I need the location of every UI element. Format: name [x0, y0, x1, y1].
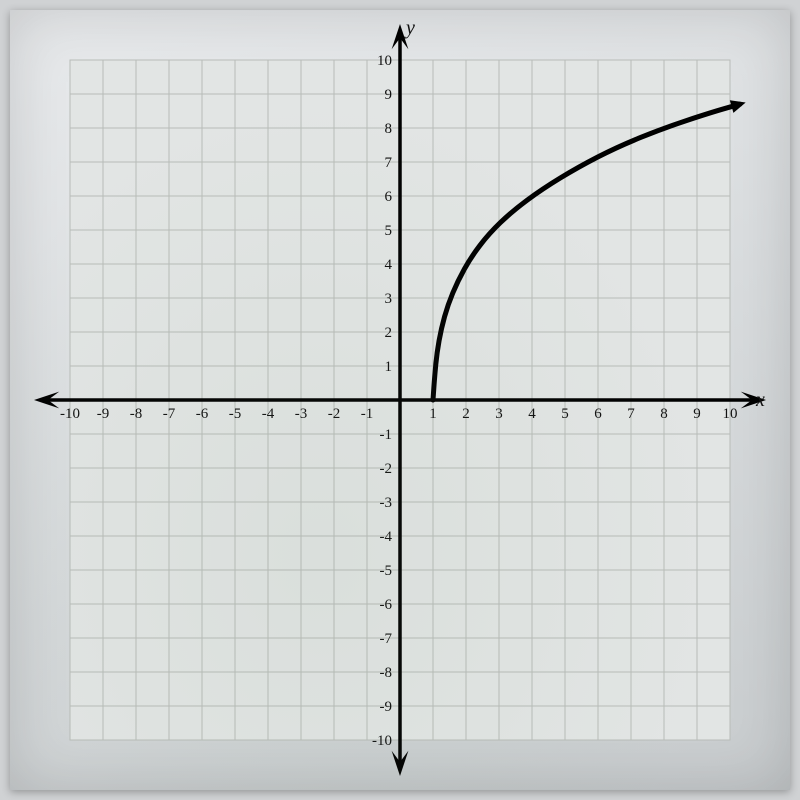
svg-text:-3: -3	[295, 406, 308, 422]
svg-text:2: 2	[385, 325, 393, 341]
svg-text:-10: -10	[60, 406, 80, 422]
svg-text:9: 9	[385, 87, 393, 103]
svg-text:-9: -9	[97, 406, 110, 422]
svg-text:9: 9	[693, 406, 701, 422]
svg-text:-7: -7	[163, 406, 176, 422]
svg-text:-5: -5	[380, 563, 393, 579]
curve-arrowhead	[730, 100, 746, 113]
svg-text:-6: -6	[380, 597, 393, 613]
svg-text:7: 7	[385, 155, 393, 171]
svg-text:-2: -2	[380, 461, 393, 477]
svg-text:-3: -3	[380, 495, 393, 511]
svg-text:3: 3	[495, 406, 503, 422]
svg-text:-8: -8	[130, 406, 143, 422]
svg-text:-1: -1	[361, 406, 374, 422]
svg-text:6: 6	[594, 406, 602, 422]
svg-text:-7: -7	[380, 631, 393, 647]
svg-text:6: 6	[385, 189, 393, 205]
svg-text:7: 7	[627, 406, 635, 422]
y-axis-label: y	[404, 20, 415, 39]
svg-text:-9: -9	[380, 699, 393, 715]
svg-text:-10: -10	[372, 733, 392, 749]
svg-text:5: 5	[385, 223, 393, 239]
svg-text:-6: -6	[196, 406, 209, 422]
svg-text:4: 4	[385, 257, 393, 273]
svg-text:-8: -8	[380, 665, 393, 681]
x-axis-label: x	[755, 389, 765, 411]
svg-text:1: 1	[385, 359, 393, 375]
svg-text:1: 1	[429, 406, 437, 422]
svg-text:-2: -2	[328, 406, 341, 422]
svg-text:-5: -5	[229, 406, 242, 422]
svg-text:8: 8	[660, 406, 668, 422]
screenshot-frame: -10 -9 -8 -7 -6 -5 -4 -3 -2 -1 1 2 3 4 5 6 7 8 9 10 -10 -9 -8 -…	[10, 10, 790, 790]
svg-text:-4: -4	[262, 406, 275, 422]
svg-text:10: 10	[377, 53, 392, 69]
svg-text:10: 10	[723, 406, 738, 422]
svg-text:2: 2	[462, 406, 470, 422]
svg-text:3: 3	[385, 291, 393, 307]
svg-text:-4: -4	[380, 529, 393, 545]
svg-text:8: 8	[385, 121, 393, 137]
svg-text:5: 5	[561, 406, 569, 422]
coordinate-grid-chart: -10 -9 -8 -7 -6 -5 -4 -3 -2 -1 1 2 3 4 5 6 7 8 9 10 -10 -9 -8 -…	[30, 20, 770, 780]
svg-text:4: 4	[528, 406, 536, 422]
svg-text:-1: -1	[380, 427, 393, 443]
